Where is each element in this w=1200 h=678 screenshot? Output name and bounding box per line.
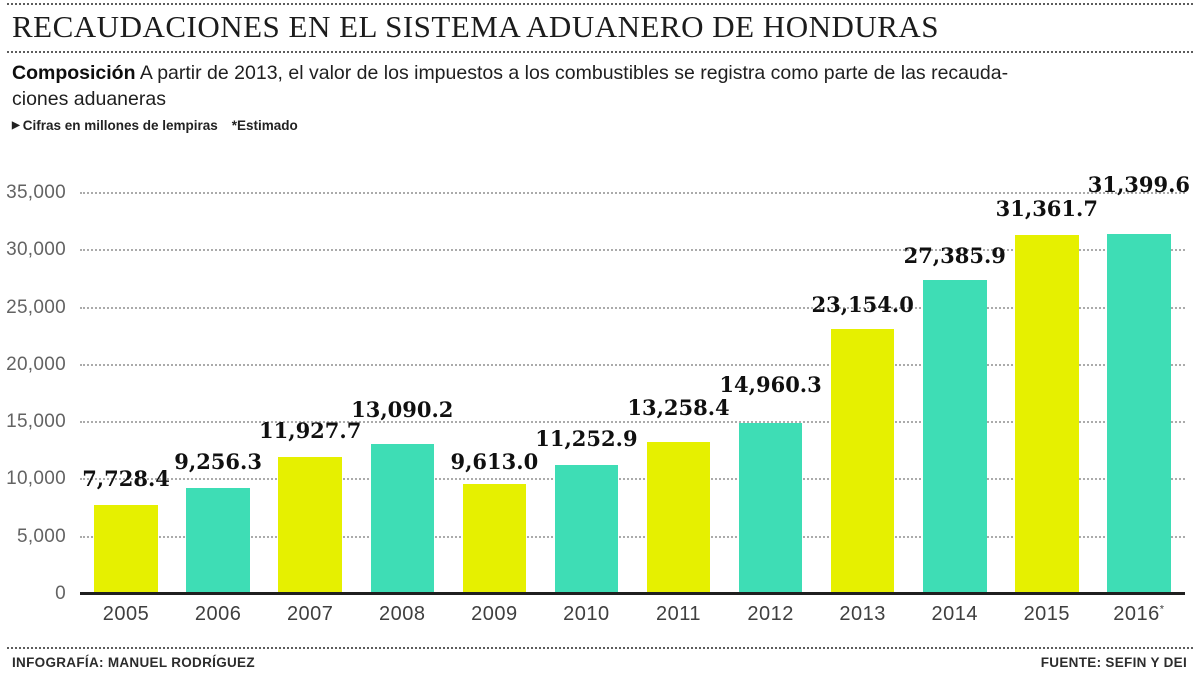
bar-2005 (94, 505, 158, 594)
bar-2013 (830, 328, 895, 594)
bar-2015 (1015, 234, 1079, 594)
x-tick-label-2012: 2012 (747, 603, 794, 625)
gridline-30,000 (80, 249, 1185, 252)
bar-slot-2016: 31,399.6 (1088, 172, 1190, 594)
bar-slot-2005: 7,728.4 (80, 193, 172, 594)
x-tick-label-2008: 2008 (379, 603, 426, 625)
bar-2010 (554, 465, 619, 594)
bar-slot-2007: 11,927.7 (259, 193, 361, 594)
bar-value-label-2005: 7,728.4 (82, 466, 170, 492)
bar-value-label-2014: 27,385.9 (903, 243, 1006, 269)
y-tick-label-15,000: 15,000 (6, 411, 66, 433)
bar-2012 (738, 422, 803, 594)
estimated-note-text: *Estimado (231, 118, 298, 133)
bar-2008 (370, 444, 435, 594)
subtitle-lead: Composición (12, 62, 136, 84)
bar-2009 (462, 483, 527, 594)
bar-value-label-2013: 23,154.0 (811, 291, 914, 317)
x-tick-label-2011: 2011 (656, 603, 702, 625)
bar-chart-plot-area: 7,728.4 9,256.3 11,927.7 13,090.2 9,613.0 11,… (80, 172, 1190, 595)
bar-value-label-2012: 14,960.3 (719, 371, 822, 397)
bar-slot-2014: 27,385.9 (904, 193, 1006, 594)
gridline-35,000 (80, 192, 1185, 194)
x-tick-label-2009: 2009 (471, 603, 518, 625)
bar-2011 (646, 442, 711, 594)
bar-slot-2010: 11,252.9 (535, 193, 638, 594)
subtitle-line-1: Composición A partir de 2013, el valor d… (12, 60, 1192, 86)
bar-value-label-2016: 31,399.6 (1087, 172, 1191, 198)
x-tick-label-2013: 2013 (839, 603, 886, 625)
units-note-text: Cifras en millones de lempiras (22, 118, 218, 133)
y-tick-label-5,000: 5,000 (16, 525, 66, 547)
infography-credit: INFOGRAFÍA: MANUEL RODRÍGUEZ (12, 655, 255, 670)
bar-2014 (922, 280, 987, 594)
subtitle-line-2: ciones aduaneras (12, 88, 166, 110)
page-title: RECAUDACIONES EN EL SISTEMA ADUANERO DE … (12, 9, 940, 44)
footer-dotted-rule (7, 647, 1193, 649)
bar-slot-2011: 13,258.4 (627, 193, 730, 594)
y-axis: 0 5,000 10,000 15,000 20,000 25,000 30,000 35,0… (0, 182, 66, 604)
x-tick-label-2015: 2015 (1023, 603, 1071, 625)
chart-subtitle: Composición A partir de 2013, el valor d… (12, 60, 1192, 112)
bar-value-label-2011: 13,258.4 (627, 395, 730, 421)
gridline-5,000 (80, 535, 1185, 538)
gridline-20,000 (80, 363, 1185, 366)
x-tick-label-2005: 2005 (102, 603, 150, 625)
units-note: ▶ Cifras en millones de lempiras *Estimado (12, 118, 298, 133)
bar-value-label-2010: 11,252.9 (535, 426, 638, 452)
top-dotted-rule (7, 3, 1193, 5)
gridline-10,000 (80, 478, 1185, 481)
bar-slot-2013: 23,154.0 (812, 193, 914, 594)
x-tick-label-2007: 2007 (286, 603, 334, 625)
bar-value-label-2015: 31,361.7 (995, 195, 1098, 221)
x-tick-label-2006: 2006 (194, 603, 242, 625)
subtitle-text-1: A partir de 2013, el valor de los impues… (139, 62, 1009, 84)
x-tick-label-2010: 2010 (563, 603, 610, 625)
title-dotted-rule (7, 51, 1193, 53)
source-credit: FUENTE: SEFIN Y DEI (1040, 655, 1187, 670)
bar-slot-2008: 13,090.2 (351, 193, 453, 594)
bar-value-label-2009: 9,613.0 (450, 448, 539, 474)
bar-slot-2012: 14,960.3 (719, 193, 822, 594)
gridline-15,000 (80, 421, 1185, 424)
x-tick-label-2016: 2016* (1113, 603, 1165, 625)
bar-value-label-2006: 9,256.3 (174, 448, 262, 474)
triangle-bullet-icon: ▶ (12, 120, 20, 131)
y-tick-label-10,000: 10,000 (6, 468, 66, 490)
gridline-25,000 (80, 306, 1185, 309)
bar-series: 7,728.4 9,256.3 11,927.7 13,090.2 9,613.0 11,… (80, 172, 1190, 594)
estimated-asterisk: * (1159, 603, 1165, 616)
bar-value-label-2007: 11,927.7 (259, 418, 362, 444)
y-tick-label-35,000: 35,000 (6, 182, 66, 203)
x-axis: 2005 2006 2007 2008 2009 2010 2011 2012 2013 2014… (80, 603, 1185, 626)
bar-slot-2006: 9,256.3 (172, 193, 264, 594)
bar-2016 (1107, 234, 1171, 594)
x-axis-baseline (80, 592, 1185, 595)
bar-slot-2009: 9,613.0 (448, 193, 540, 594)
bar-slot-2015: 31,361.7 (996, 193, 1098, 594)
y-tick-label-30,000: 30,000 (6, 239, 66, 261)
y-tick-label-20,000: 20,000 (6, 353, 66, 375)
bar-2006 (186, 487, 250, 594)
y-tick-label-0: 0 (55, 583, 66, 604)
bar-value-label-2008: 13,090.2 (351, 397, 454, 423)
y-tick-label-25,000: 25,000 (6, 296, 66, 318)
x-tick-label-2014: 2014 (931, 603, 978, 625)
bar-2007 (278, 457, 342, 594)
